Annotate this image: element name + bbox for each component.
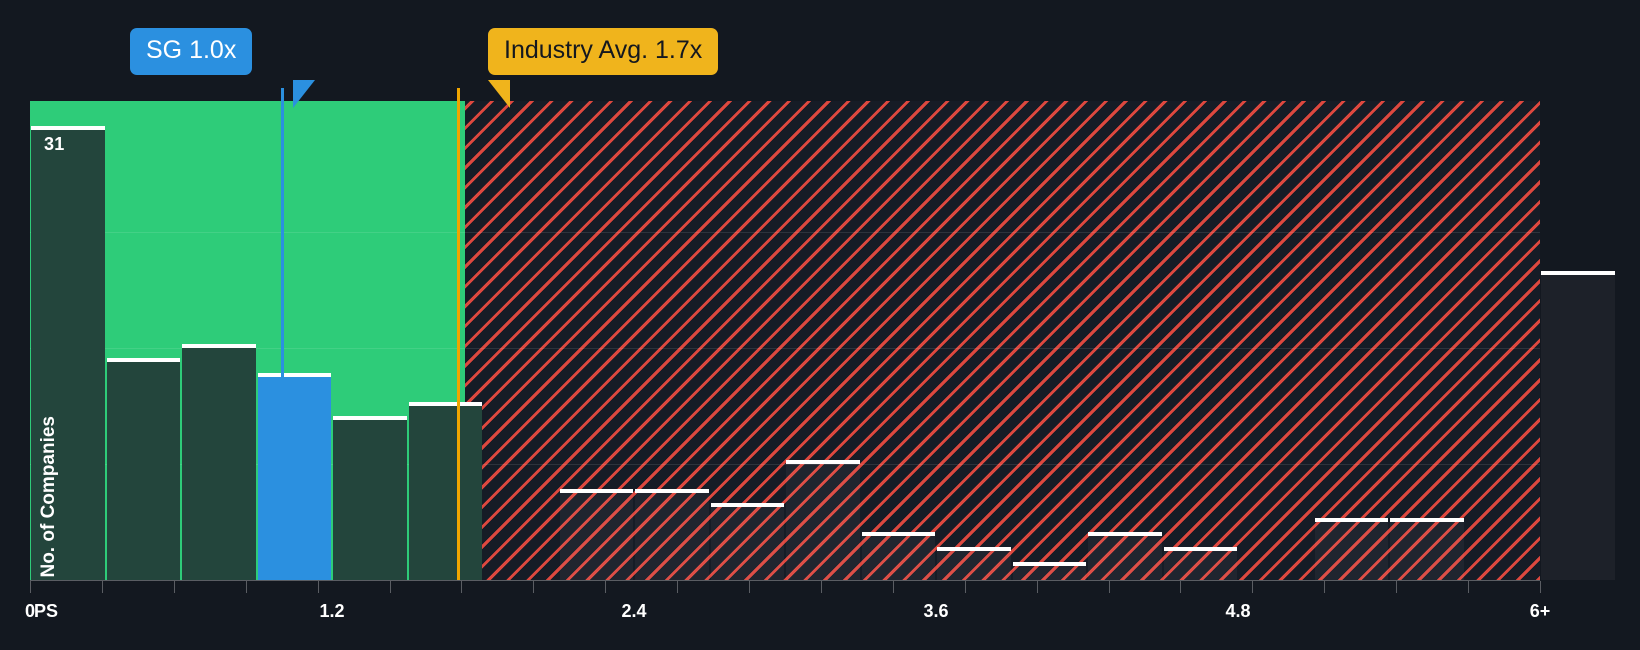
sg-callout[interactable]: SG 1.0x [130,28,253,75]
bar-body [31,130,105,580]
bar[interactable] [861,532,935,580]
x-tick [749,581,751,593]
bar[interactable] [635,488,709,580]
bar[interactable] [1314,517,1388,580]
x-tick [1468,581,1470,593]
bar-body [182,347,256,580]
bar-cap [1012,561,1086,566]
bar-body [1314,521,1388,580]
bar[interactable] [182,343,256,580]
bar-body [1012,565,1086,580]
bar[interactable] [1163,546,1237,580]
bar-body [635,492,709,580]
bar-cap [861,532,935,537]
bar-body [1390,521,1464,580]
x-tick-label: 6+ [1529,601,1551,621]
bar[interactable] [710,503,784,580]
bar-cap [408,401,482,406]
gridline [30,231,1540,233]
bar-cap [937,546,1011,551]
bar-cap [559,488,633,493]
x-tick [30,581,31,593]
bar[interactable] [106,358,180,580]
bar[interactable] [786,459,860,580]
bar-body [861,536,935,580]
plot-area [30,101,1615,580]
overvalued-zone [465,101,1540,580]
bar-body [1163,550,1237,580]
x-tick [677,581,679,593]
bar-cap [1088,532,1162,537]
x-tick [892,581,894,593]
x-tick [101,581,103,593]
x-tick [1396,581,1398,593]
bar-cap [1541,271,1615,276]
bar-body [333,420,407,580]
bar-cap [1390,517,1464,522]
x-tick [1036,581,1038,593]
bar-highlighted[interactable] [257,372,331,580]
x-tick-label: 2.4 [621,601,647,621]
bar[interactable] [1088,532,1162,580]
industry-callout[interactable]: Industry Avg. 1.7x [488,28,719,75]
x-tick [1540,581,1541,593]
bar-body [710,507,784,580]
x-tick [317,581,319,593]
bar-cap [182,343,256,348]
bar-body [937,550,1011,580]
bar-body [786,463,860,580]
bar-body [559,492,633,580]
x-tick [389,581,391,593]
x-tick-label: 1.2 [319,601,345,621]
sg-marker-line [280,88,284,382]
bar-cap [710,503,784,508]
bar[interactable] [408,401,482,580]
bar[interactable] [333,416,407,580]
gridline [30,347,1540,349]
bar[interactable] [937,546,1011,580]
bar[interactable] [1541,271,1615,580]
bar-cap [106,358,180,363]
bar-cap [1314,517,1388,522]
x-tick [461,581,463,593]
bar-cap [257,372,331,377]
x-tick-label: 4.8 [1225,601,1251,621]
x-tick [1252,581,1254,593]
x-tick [1108,581,1110,593]
x-tick [533,581,535,593]
bar-body [106,362,180,580]
bar[interactable] [559,488,633,580]
x-axis-line [30,580,1540,581]
bar-cap [31,126,105,131]
bar[interactable] [31,126,105,580]
bar-cap [333,416,407,421]
y-axis-title: No. of Companies [38,416,59,578]
bar-cap [635,488,709,493]
x-axis-prefix-label: PS [34,601,59,621]
gridline [30,463,1540,465]
x-tick [820,581,822,593]
sg-callout-tail [293,80,315,108]
x-tick [1324,581,1326,593]
x-tick [605,581,607,593]
bar-body [1541,275,1615,580]
bar-cap [786,459,860,464]
bar[interactable] [1390,517,1464,580]
bar-cap [1163,546,1237,551]
bar[interactable] [1012,561,1086,580]
x-tick [173,581,175,593]
x-tick [964,581,966,593]
x-tick [1180,581,1182,593]
x-tick-label: 3.6 [923,601,949,621]
bar-body [408,405,482,580]
industry-callout-tail [488,80,510,108]
y-max-value-label: 31 [44,134,65,155]
x-tick-label: 0 [24,601,36,621]
bar-body [1088,536,1162,580]
industry-marker-line [456,88,460,580]
bar-body [257,376,331,580]
x-tick [245,581,247,593]
